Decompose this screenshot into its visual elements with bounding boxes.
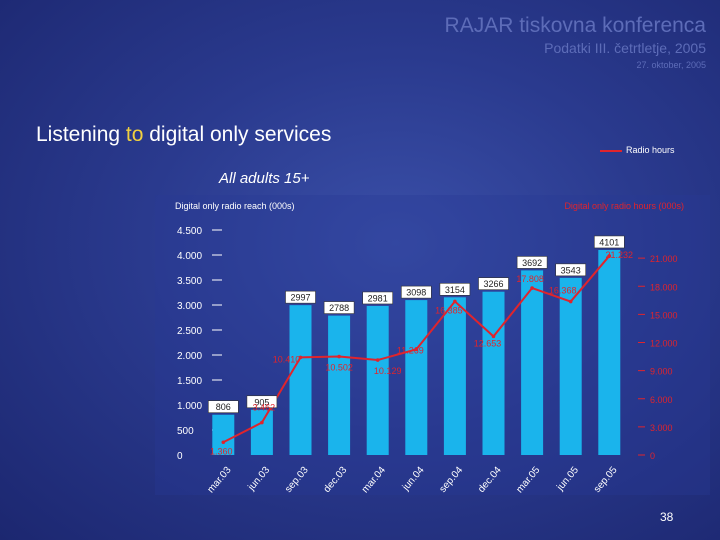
y-tick-label: 2.500 [177, 326, 202, 337]
hours-value-label: 3.462 [253, 403, 276, 413]
x-tick-label: dec.04 [476, 465, 504, 495]
hours-point [491, 334, 496, 339]
y2-tick-label: 6.000 [650, 395, 673, 405]
bar-value-label: 905 [254, 397, 269, 407]
x-tick-label: sep.04 [437, 465, 465, 495]
bar-value-label: 4101 [599, 237, 619, 247]
y-tick-label: 3.500 [177, 276, 202, 287]
hours-value-label: 16.368 [549, 286, 577, 296]
x-tick-label: dec.03 [322, 465, 350, 495]
hours-value-label: 11.269 [397, 345, 424, 355]
x-tick-label: jun.03 [246, 465, 273, 494]
bar-mar.03 [212, 414, 235, 455]
bar-label-bg [362, 291, 394, 305]
bar-sep.03 [289, 305, 312, 455]
slide-title-part1: Listening [36, 123, 126, 146]
y-tick-label: 500 [177, 426, 194, 437]
bar-value-label: 2981 [368, 293, 388, 303]
x-tick-label: sep.05 [592, 465, 620, 495]
header-title: RAJAR tiskovna konferenca [444, 14, 706, 37]
hours-value-label: 12.653 [474, 338, 502, 348]
x-tick-label: mar.04 [360, 465, 388, 496]
bar-value-label: 2997 [290, 293, 310, 303]
slide-title-part3: digital only services [143, 123, 332, 146]
y2-axis-title: Digital only radio hours (000s) [564, 201, 684, 211]
x-tick-label: mar.03 [206, 465, 234, 496]
bar-label-bg [208, 400, 239, 414]
hours-value-label: 17.808 [516, 274, 544, 284]
chart-legend: Radio hours [600, 145, 675, 155]
bar-mar.05 [521, 270, 544, 455]
bar-value-label: 3098 [406, 288, 426, 298]
bar-value-label: 2788 [329, 303, 349, 313]
y-tick-label: 1.500 [177, 376, 202, 387]
y2-tick-label: 0 [650, 451, 655, 461]
bar-jun.05 [559, 277, 582, 455]
header-subtitle: Podatki III. četrtletje, 2005 [544, 40, 706, 56]
bar-label-bg [516, 256, 548, 269]
header-date: 27. oktober, 2005 [636, 60, 706, 70]
bar-value-label: 806 [216, 402, 231, 412]
hours-point [375, 358, 380, 362]
bar-value-label: 3266 [483, 279, 503, 289]
y2-tick-label: 12.000 [650, 339, 678, 349]
bar-label-bg [285, 290, 316, 304]
bar-label-bg [593, 235, 625, 249]
y-tick-label: 1.000 [177, 401, 202, 412]
hours-value-label: 10.129 [374, 366, 402, 376]
bar-value-label: 3692 [522, 258, 542, 268]
y2-tick-label: 21.000 [650, 254, 678, 264]
page-number: 38 [660, 510, 674, 524]
y2-tick-label: 9.000 [650, 367, 673, 377]
bar-label-bg [400, 285, 432, 299]
legend-label: Radio hours [626, 145, 675, 155]
hours-point [221, 440, 226, 445]
bar-sep.04 [443, 297, 466, 455]
bar-label-bg [323, 301, 355, 314]
bar-jun.04 [405, 300, 428, 455]
hours-value-label: 21.232 [606, 250, 634, 260]
x-tick-label: jun.04 [400, 465, 427, 494]
bar-mar.04 [366, 305, 389, 455]
hours-point [568, 299, 573, 304]
y-tick-label: 2.000 [177, 351, 202, 362]
hours-value-label: 1.360 [210, 446, 233, 456]
bar-label-bg [555, 263, 587, 277]
hours-value-label: 10.502 [325, 363, 353, 373]
y-tick-label: 0 [177, 451, 183, 462]
y-tick-label: 4.000 [177, 251, 202, 262]
hours-point [337, 354, 341, 359]
hours-point [414, 347, 419, 352]
y-axis-title: Digital only radio reach (000s) [175, 201, 295, 211]
bar-label-bg [439, 282, 471, 296]
x-tick-label: sep.03 [283, 465, 311, 495]
slide-title-highlight: to [125, 123, 144, 146]
x-tick-label: jun.05 [554, 465, 581, 494]
hours-point [260, 420, 264, 425]
bar-dec.03 [328, 315, 351, 455]
y-tick-label: 3.000 [177, 301, 202, 312]
y-tick-label: 4.500 [177, 226, 202, 237]
bar-label-bg [246, 395, 278, 409]
hours-point [607, 254, 612, 258]
y2-tick-label: 3.000 [650, 423, 673, 433]
legend-line-swatch [600, 149, 622, 152]
bar-dec.04 [482, 291, 505, 455]
hours-point [298, 355, 303, 360]
bar-label-bg [478, 277, 509, 291]
hours-point [530, 286, 534, 290]
hours-value-label: 10.410 [273, 354, 301, 364]
y2-tick-label: 18.000 [650, 282, 678, 292]
chart-subtitle: All adults 15+ [219, 170, 310, 187]
bar-value-label: 3543 [561, 265, 581, 275]
bar-sep.05 [598, 249, 621, 455]
slide-title: Listening to digital only services [36, 123, 331, 147]
hours-point [453, 299, 457, 304]
bar-value-label: 3154 [445, 285, 465, 295]
hours-value-label: 16.385 [435, 305, 463, 315]
bar-jun.03 [250, 409, 273, 455]
x-tick-label: mar.05 [514, 465, 542, 496]
y2-tick-label: 15.000 [650, 310, 678, 320]
